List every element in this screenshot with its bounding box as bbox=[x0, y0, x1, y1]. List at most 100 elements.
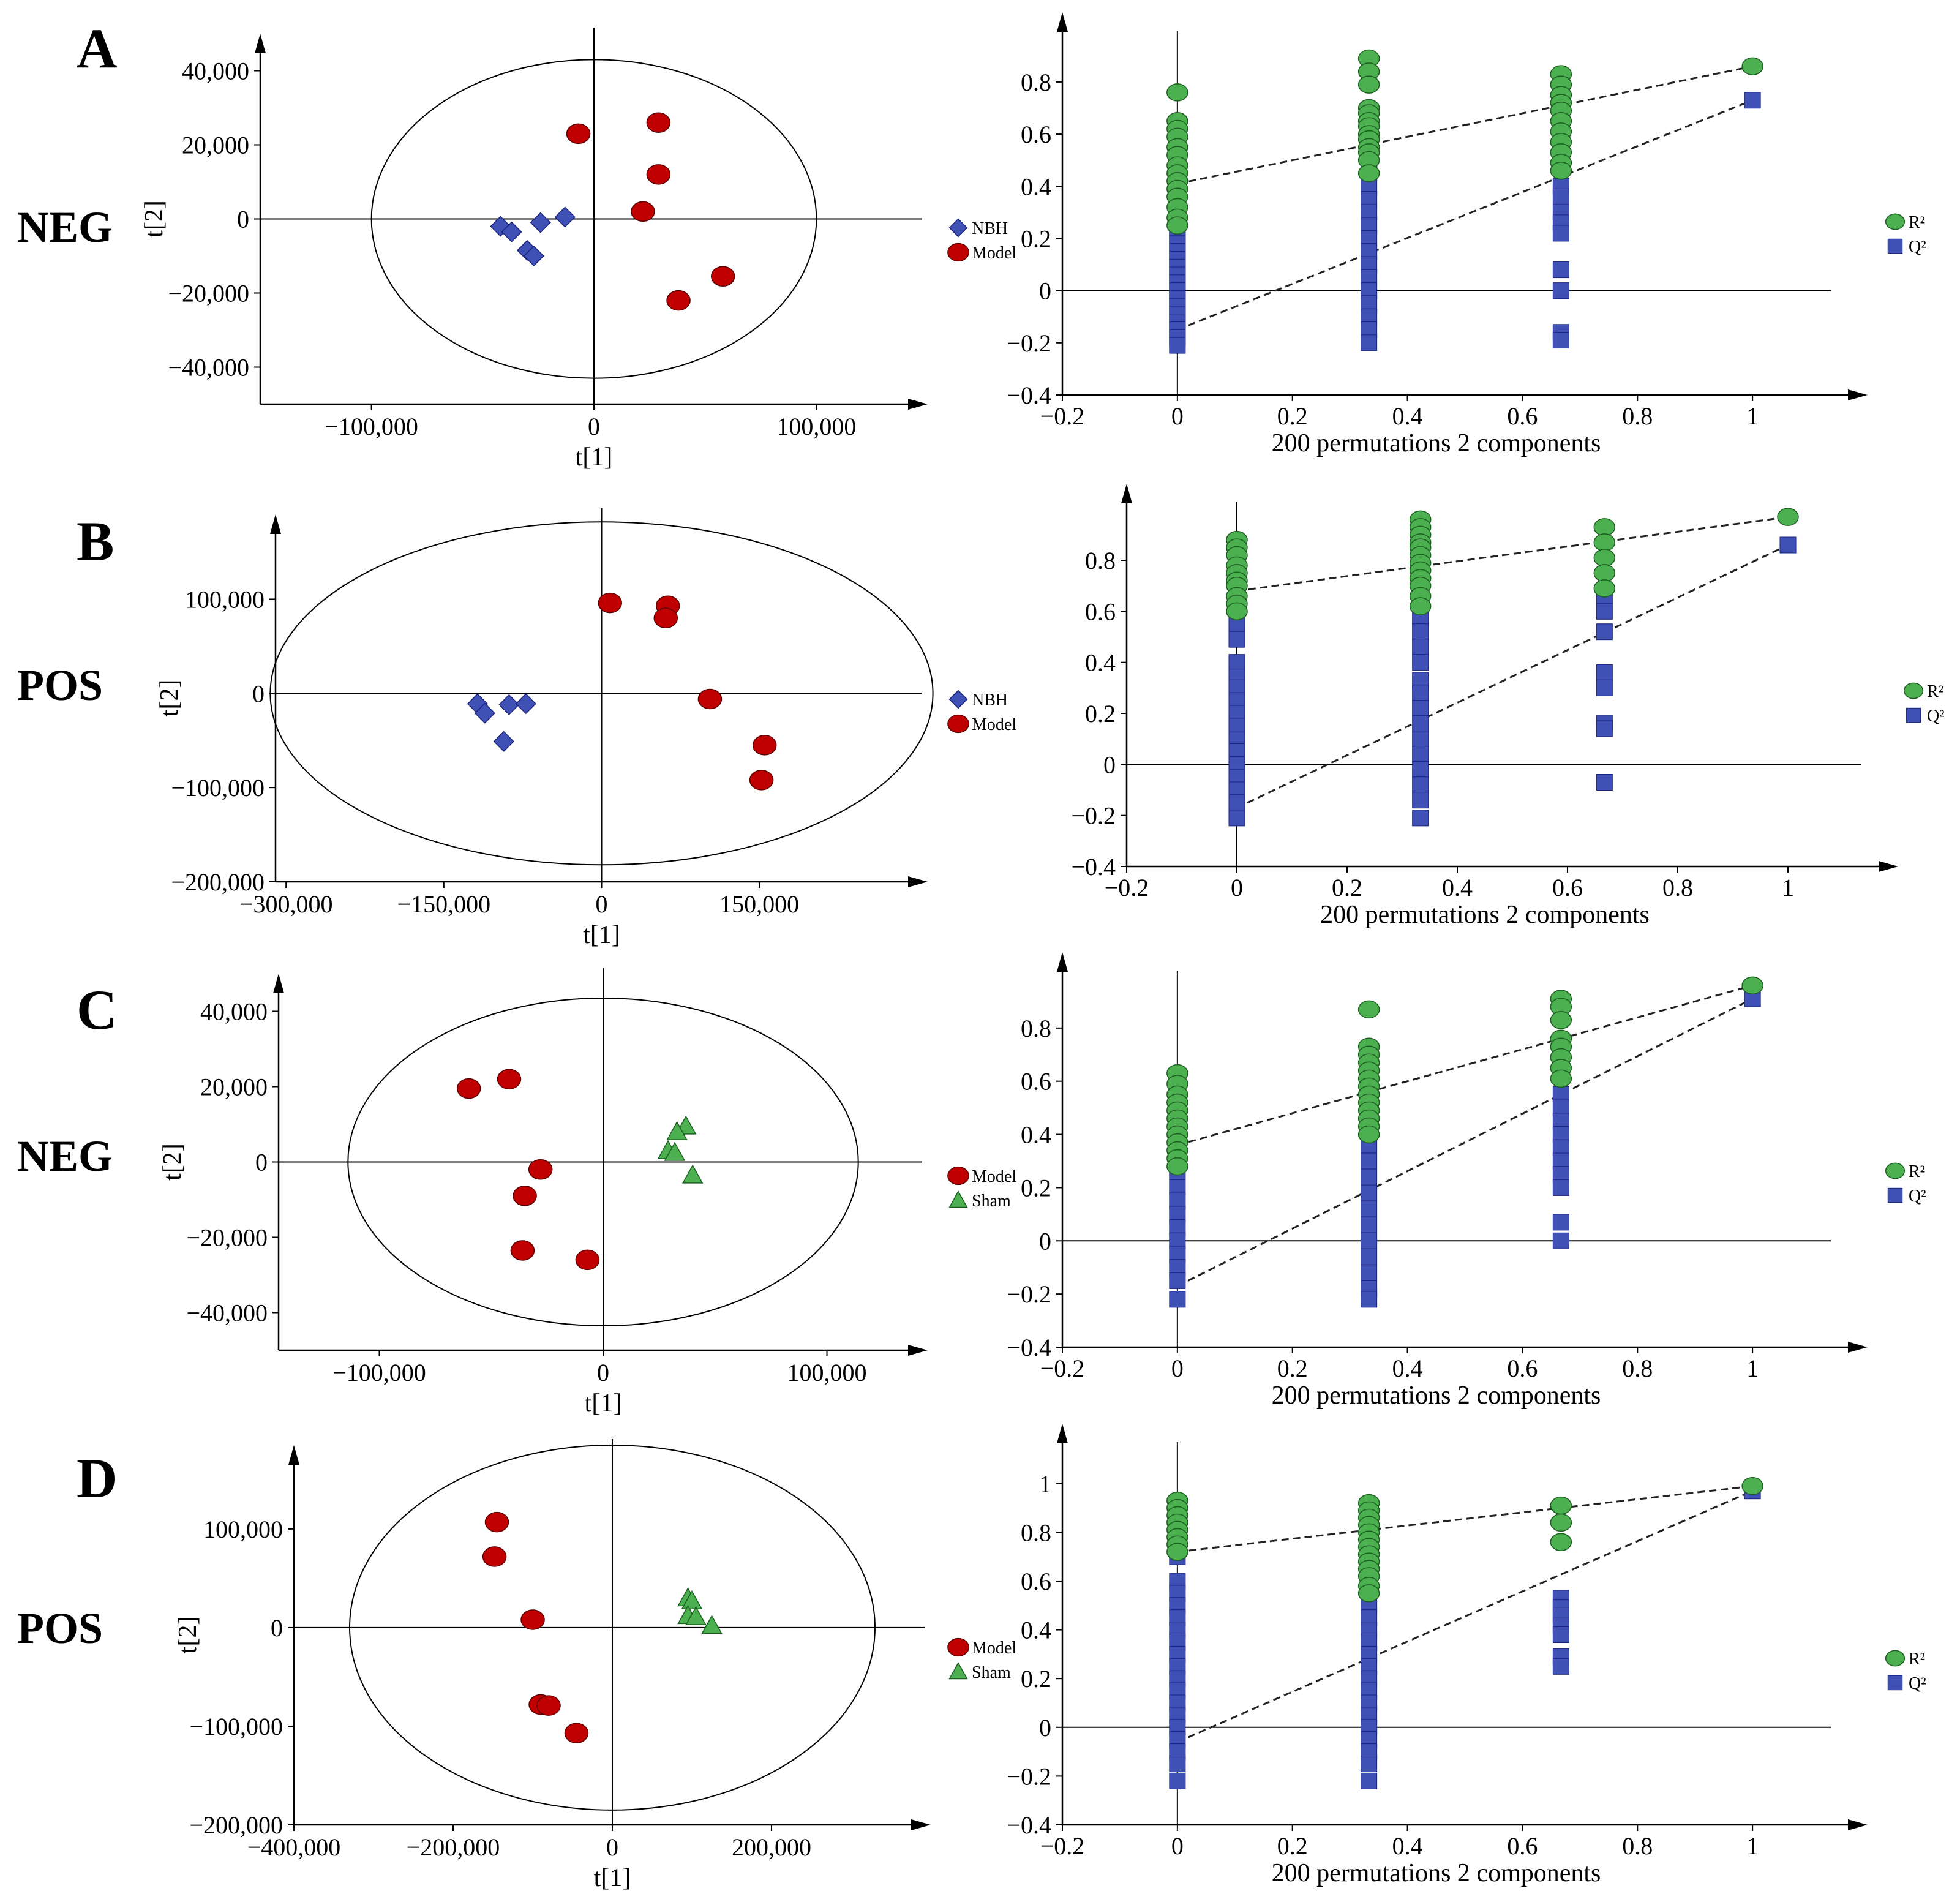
y-tick-label: −20,000 bbox=[168, 280, 249, 307]
q2-point bbox=[1361, 1232, 1378, 1249]
y-tick-label: 40,000 bbox=[200, 998, 268, 1026]
panel-letter-b: B bbox=[77, 510, 114, 573]
y-tick-label: 1 bbox=[1039, 1470, 1051, 1498]
x-tick-label: −300,000 bbox=[239, 890, 333, 918]
q2-point bbox=[1228, 794, 1245, 811]
y-axis-arrow bbox=[255, 34, 266, 53]
y-tick-label: 0.2 bbox=[1085, 700, 1116, 727]
x-axis-arrow bbox=[911, 1819, 931, 1830]
r2-point bbox=[1166, 83, 1188, 102]
legend-label-r2: R² bbox=[1909, 1650, 1925, 1669]
x-tick-label: −400,000 bbox=[247, 1833, 341, 1861]
q2-point bbox=[1169, 337, 1186, 354]
x-tick-label: 0.6 bbox=[1552, 874, 1583, 901]
r2-point bbox=[1550, 161, 1572, 180]
legend-label-r2: R² bbox=[1909, 1162, 1925, 1181]
x-axis-title: t[1] bbox=[583, 921, 620, 949]
r2-point bbox=[1357, 1000, 1380, 1019]
y-tick-label: 0 bbox=[1039, 1227, 1051, 1255]
panel-b-score-plot: −300,000 −150,000 0 150,000 −200,000 −100,000… bbox=[156, 508, 1016, 949]
data-point-sham bbox=[685, 1606, 707, 1625]
data-point-model bbox=[536, 1695, 561, 1716]
y-tick-label: −0.4 bbox=[1007, 1334, 1051, 1361]
q2-point bbox=[1412, 685, 1429, 702]
x-tick-label: −0.2 bbox=[1040, 402, 1085, 430]
data-point-nbh bbox=[523, 245, 544, 267]
y-tick-label: 0.2 bbox=[1021, 1174, 1051, 1201]
mode-label-a: NEG bbox=[17, 203, 113, 252]
y-tick-label: −200,000 bbox=[171, 868, 265, 896]
legend-marker-r2 bbox=[1885, 1650, 1906, 1667]
x-axis-title: 200 permutations 2 components bbox=[1272, 429, 1601, 457]
r2-point bbox=[1593, 518, 1616, 536]
q2-point bbox=[1361, 1216, 1378, 1233]
x-axis-title: t[1] bbox=[585, 1389, 622, 1418]
q2-point bbox=[1596, 720, 1613, 737]
x-tick-label: 0.2 bbox=[1332, 874, 1362, 901]
y-tick-label: 100,000 bbox=[185, 585, 265, 613]
q2-point bbox=[1552, 1626, 1569, 1644]
data-point-nbh bbox=[474, 702, 495, 724]
data-point-sham bbox=[666, 1121, 688, 1140]
legend-marker-nbh bbox=[948, 690, 968, 709]
data-point-model bbox=[566, 123, 591, 145]
y-tick-label: 0.2 bbox=[1021, 1665, 1051, 1693]
q2-point bbox=[1552, 1658, 1569, 1675]
legend-marker-r2 bbox=[1885, 1162, 1906, 1179]
mode-label-b: POS bbox=[17, 661, 103, 710]
y-tick-label: −40,000 bbox=[186, 1299, 268, 1327]
data-point-nbh bbox=[530, 212, 551, 233]
x-tick-label: 0 bbox=[606, 1833, 618, 1861]
r2-point bbox=[1409, 597, 1432, 615]
data-point-model bbox=[497, 1069, 522, 1089]
panel-c-score-plot: −100,000 0 100,000 −40,000 −20,000 0 20,000 40,… bbox=[159, 968, 1016, 1418]
legend-label-q2: Q² bbox=[1909, 1187, 1926, 1206]
data-point-sham bbox=[681, 1590, 703, 1609]
data-point-model bbox=[653, 607, 678, 628]
q2-point bbox=[1412, 810, 1429, 827]
legend-marker-r2 bbox=[1903, 682, 1924, 699]
y-axis-title: t[2] bbox=[140, 200, 168, 238]
data-point-model bbox=[598, 592, 622, 614]
q2-point bbox=[1596, 603, 1613, 620]
x-tick-label: 0.6 bbox=[1507, 402, 1538, 430]
x-tick-label: 100,000 bbox=[787, 1359, 867, 1386]
q2-point bbox=[1552, 1232, 1569, 1249]
y-axis-arrow bbox=[288, 1445, 299, 1465]
panel-d-score-plot: −400,000 −200,000 0 200,000−200,000−100,000… bbox=[174, 1439, 1016, 1892]
q2-point bbox=[1169, 1291, 1186, 1308]
r2-point bbox=[1593, 549, 1616, 567]
y-tick-label: 0.2 bbox=[1021, 225, 1051, 252]
r2-point bbox=[1593, 533, 1616, 552]
q2-point bbox=[1744, 92, 1761, 109]
panel-d-permutation-plot: −0.2 0 0.2 0.4 0.6 0.8 1−0.4−0.200.20.40.60.81… bbox=[1007, 1424, 1926, 1887]
q2-point bbox=[1412, 639, 1429, 656]
legend-marker-sham bbox=[948, 1662, 968, 1680]
x-tick-label: −150,000 bbox=[397, 890, 491, 918]
x-tick-label: −100,000 bbox=[325, 413, 418, 440]
legend-label-sham: Sham bbox=[972, 1192, 1011, 1211]
y-tick-label: 100,000 bbox=[203, 1516, 283, 1543]
x-tick-label: 0.4 bbox=[1392, 1832, 1423, 1860]
q2-point bbox=[1361, 1184, 1378, 1201]
r2-point bbox=[1226, 602, 1248, 621]
q2-point bbox=[1552, 1179, 1569, 1196]
x-tick-label: 0.2 bbox=[1277, 1355, 1308, 1382]
y-axis-arrow bbox=[1057, 12, 1068, 32]
x-axis-arrow bbox=[1848, 389, 1868, 400]
y-tick-label: 0.8 bbox=[1085, 547, 1116, 574]
legend-marker-r2 bbox=[1885, 213, 1906, 230]
data-point-model bbox=[484, 1511, 509, 1533]
y-tick-label: −0.2 bbox=[1007, 1280, 1051, 1308]
y-tick-label: −0.2 bbox=[1071, 802, 1116, 830]
r2-regression-line bbox=[1236, 516, 1789, 592]
y-axis-arrow bbox=[1121, 484, 1132, 503]
data-point-model bbox=[575, 1249, 600, 1271]
x-tick-label: 0.8 bbox=[1622, 402, 1653, 430]
y-tick-label: 0.4 bbox=[1085, 649, 1116, 677]
data-point-model bbox=[564, 1723, 589, 1743]
mode-label-c: NEG bbox=[17, 1132, 113, 1181]
panel-c-permutation-plot: −0.2 0 0.2 0.4 0.6 0.8 1−0.4−0.200.20.40.60.82… bbox=[1007, 952, 1926, 1410]
data-point-nbh bbox=[554, 206, 576, 228]
